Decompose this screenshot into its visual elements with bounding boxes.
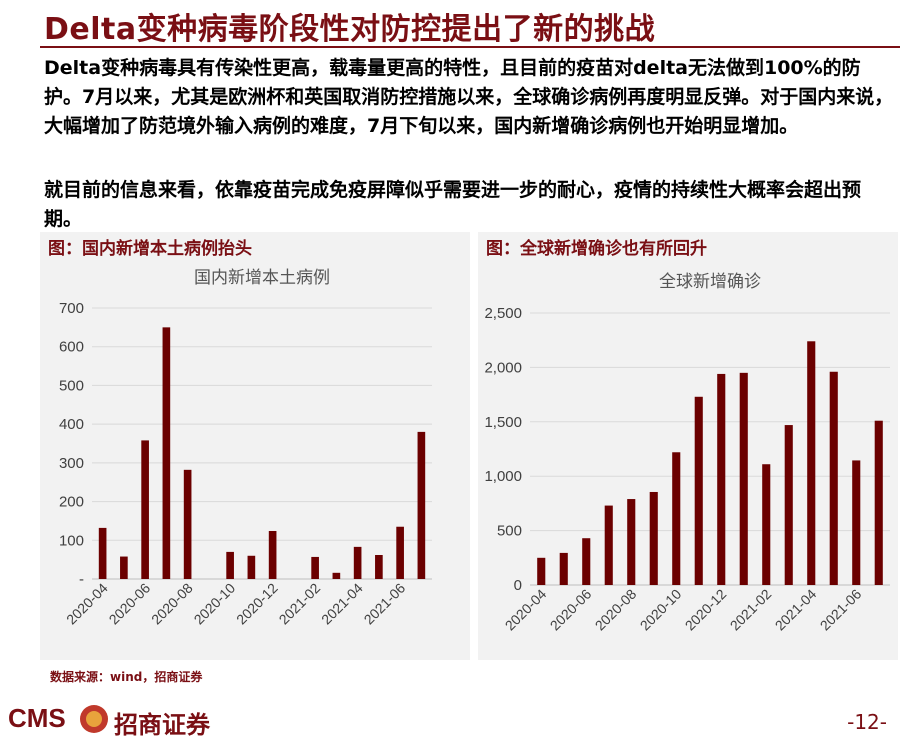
bar (396, 526, 404, 579)
chart-panel-global: 图：全球新增确诊也有所回升 全球新增确诊 0 500 1,000 1,500 2,000 2… (478, 232, 898, 660)
bar (141, 440, 149, 579)
x-tick-label: 2020-06 (106, 580, 154, 628)
y-tick-label: 1,000 (484, 468, 522, 485)
bar (694, 396, 703, 585)
y-tick-label: 0 (514, 577, 522, 594)
y-tick-label: 700 (59, 300, 84, 317)
x-tick-label: 2020-08 (148, 580, 196, 628)
x-tick-label: 2021-06 (361, 580, 409, 628)
bar (120, 556, 128, 579)
page-number: -12- (847, 710, 887, 734)
bar (559, 552, 568, 585)
y-tick-label: 300 (59, 455, 84, 472)
bar (739, 372, 748, 585)
chart-title: 国内新增本土病例 (194, 268, 330, 288)
x-tick-label: 2020-10 (637, 586, 685, 634)
bar (829, 371, 838, 585)
paragraph-2: 就目前的信息来看，依靠疫苗完成免疫屏障似乎需要进一步的耐心，疫情的持续性大概率会… (44, 179, 862, 230)
y-tick-label: 600 (59, 339, 84, 356)
brand-logo-cms: CMS (8, 703, 66, 733)
y-tick-label: 400 (59, 416, 84, 433)
x-tick-label: 2021-02 (727, 586, 775, 634)
bar (717, 373, 726, 585)
bar (649, 491, 658, 585)
y-tick-label: 200 (59, 494, 84, 511)
chart-global: 全球新增确诊05001,0001,5002,0002,5002020-04202… (484, 272, 890, 634)
brand-badge-icon (80, 705, 108, 733)
bar (807, 341, 816, 585)
bar (353, 546, 362, 579)
bar (311, 556, 319, 579)
x-tick-label: 2021-02 (276, 580, 324, 628)
x-tick-label: 2021-06 (817, 586, 865, 634)
bar (537, 557, 546, 585)
x-tick-label: 2020-10 (191, 580, 239, 628)
bar (762, 464, 771, 585)
y-tick-label: 500 (59, 377, 84, 394)
bar (604, 505, 613, 585)
bar (582, 538, 591, 585)
brand-name: 招商证券 (114, 711, 210, 739)
x-tick-label: 2020-12 (233, 580, 281, 628)
y-tick-label: 1,500 (484, 414, 522, 431)
x-tick-label: 2020-04 (63, 580, 111, 628)
x-tick-label: 2020-08 (592, 586, 640, 634)
x-tick-label: 2021-04 (772, 586, 820, 634)
paragraph-1: Delta变种病毒具有传染性更高，载毒量更高的特性，且目前的疫苗对delta无法… (44, 57, 894, 137)
x-tick-label: 2020-12 (682, 586, 730, 634)
bar (417, 431, 426, 579)
bar (375, 554, 383, 579)
x-tick-label: 2021-04 (318, 580, 366, 628)
bar (784, 425, 793, 585)
y-tick-label: 500 (497, 523, 522, 540)
y-tick-label: 2,000 (484, 359, 522, 376)
bar (183, 469, 192, 579)
figure-label-domestic: 图：国内新增本土病例抬头 (48, 239, 252, 259)
y-tick-label: - (79, 571, 84, 588)
bar (672, 452, 681, 585)
bar (247, 555, 256, 579)
x-tick-label: 2020-06 (547, 586, 595, 634)
bar (874, 420, 883, 585)
bar (627, 499, 636, 585)
chart-panel-domestic: 图：国内新增本土病例抬头 国内新增本土病例 - 100 200 300 400 500 600… (40, 232, 470, 660)
bar (98, 527, 107, 579)
y-tick-label: 100 (59, 532, 84, 549)
bar (332, 572, 341, 579)
figure-label-global: 图：全球新增确诊也有所回升 (486, 239, 707, 259)
chart-domestic: 国内新增本土病例-1002003004005006007002020-04202… (59, 268, 432, 628)
chart-title: 全球新增确诊 (659, 272, 761, 292)
y-tick-label: 2,500 (484, 305, 522, 322)
bar (162, 327, 171, 579)
bar (226, 551, 234, 579)
bar (852, 460, 861, 585)
slide-title: Delta变种病毒阶段性对防控提出了新的挑战 (44, 12, 656, 47)
x-tick-label: 2020-04 (502, 586, 550, 634)
data-source: 数据来源：wind，招商证券 (50, 670, 203, 684)
title-divider (40, 46, 900, 48)
bar (268, 530, 277, 579)
